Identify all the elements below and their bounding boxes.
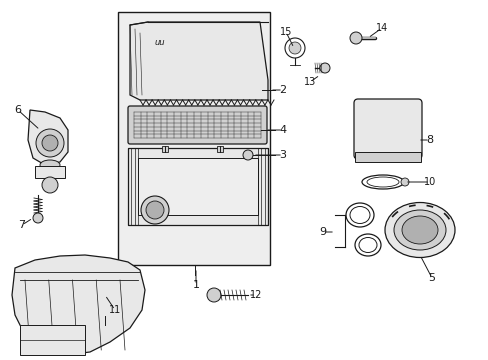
Text: 6: 6 [15,105,21,115]
Circle shape [243,150,252,160]
Bar [128,148,267,225]
Circle shape [319,63,329,73]
Circle shape [141,196,169,224]
Bar [138,158,258,215]
Ellipse shape [384,202,454,257]
Polygon shape [130,22,267,100]
Text: 10: 10 [423,177,435,187]
Text: 7: 7 [19,220,25,230]
Text: 11: 11 [109,305,121,315]
Text: 4: 4 [279,125,286,135]
Ellipse shape [393,210,445,250]
Ellipse shape [401,216,437,244]
Circle shape [36,129,64,157]
Text: 14: 14 [375,23,387,33]
Bar [20,325,85,355]
Text: uu: uu [155,38,165,47]
Bar [118,12,269,265]
Circle shape [400,178,408,186]
Text: 15: 15 [279,27,292,37]
Polygon shape [28,110,68,165]
FancyBboxPatch shape [128,106,266,144]
Text: 3: 3 [279,150,286,160]
Bar [354,152,420,162]
Circle shape [146,201,163,219]
Text: 5: 5 [427,273,435,283]
Text: 13: 13 [303,77,315,87]
Ellipse shape [40,160,60,170]
Text: 12: 12 [249,290,262,300]
Text: 2: 2 [279,85,286,95]
Circle shape [206,288,221,302]
Text: 1: 1 [192,280,199,290]
Polygon shape [12,255,145,355]
Bar [35,166,65,178]
Text: 9: 9 [319,227,326,237]
Circle shape [33,213,43,223]
FancyBboxPatch shape [353,99,421,159]
Bar [162,146,168,152]
Circle shape [349,32,361,44]
Text: 8: 8 [426,135,433,145]
Bar [217,146,223,152]
Circle shape [42,135,58,151]
Circle shape [288,42,301,54]
Circle shape [42,177,58,193]
